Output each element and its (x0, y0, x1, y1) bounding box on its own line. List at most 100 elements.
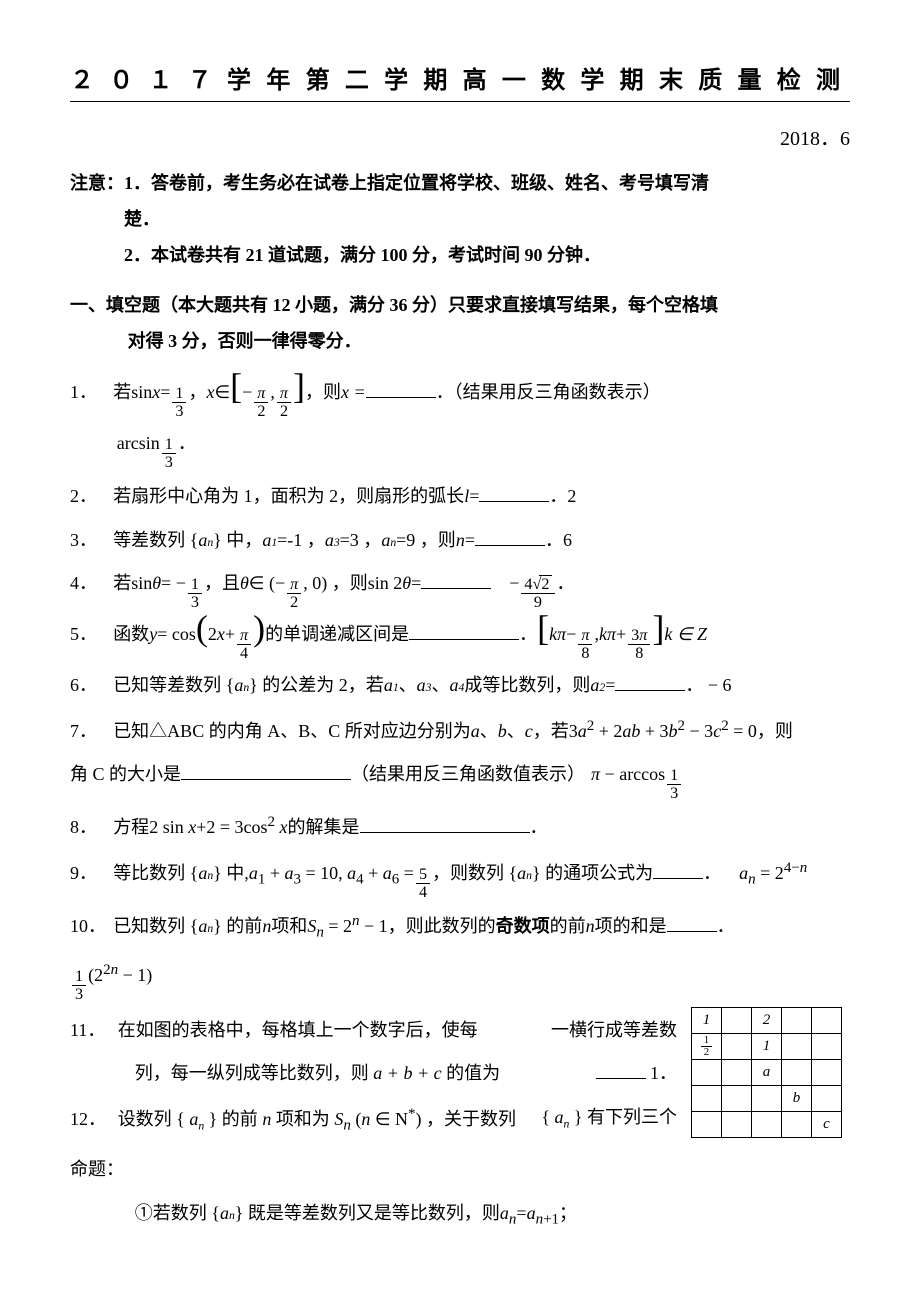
q6-num: 6． (70, 666, 113, 706)
q4-frac13: 13 (188, 576, 202, 611)
q12-right: { an } 有下列三个 (541, 1098, 677, 1138)
q3-t1: 等差数列 { (113, 521, 198, 561)
q11-t2: 列，每一纵列成等比数列，则 (135, 1063, 374, 1083)
question-12-i1: ①若数列 { an } 既是等差数列又是等比数列，则 an=an+1 ； (70, 1194, 850, 1237)
q4-dot: ． (557, 564, 575, 604)
q11-t3: 的值为 (446, 1063, 500, 1083)
q5-eq: = cos (157, 615, 196, 655)
q9-t4: } 的通项公式为 (532, 854, 653, 894)
q4-eq: = − (161, 564, 186, 604)
q9-blank (653, 861, 703, 879)
q5-k1: k (549, 615, 557, 655)
q4-in: ∈ (− (249, 564, 285, 604)
question-7: 7． 已知△ABC 的内角 A、B、C 所对应边分别为 a 、 b 、 c ，若… (70, 710, 850, 752)
q12-an: a (189, 1109, 198, 1129)
q7-c: c (525, 712, 533, 752)
q2-eq: = (469, 477, 479, 517)
q1-then: ，则 (305, 373, 341, 413)
q12-t3: 项和为 (276, 1109, 335, 1129)
q5-frac-pi4: π4 (237, 627, 251, 662)
q3-eqn: =9 ，则 (396, 521, 456, 561)
q6-an: a (234, 666, 243, 706)
q7-blank (181, 762, 351, 780)
q11-abc: a + b + c (373, 1063, 441, 1083)
q4-blank (421, 571, 491, 589)
q7-expr: 3a2 + 2ab + 3b2 − 3c2 = 0 (569, 710, 757, 752)
q3-eq1: =-1 ， (277, 521, 325, 561)
q7-d2: 、 (507, 712, 525, 752)
question-2: 2． 若扇形中心角为 1，面积为 2，则扇形的弧长 l = ．2 (70, 477, 850, 517)
q9-t1: 等比数列 { (113, 854, 198, 894)
q5-pi1: π (557, 615, 566, 655)
q10-answer: 13 (22n − 1) (70, 954, 850, 1003)
q5-y: y (149, 615, 157, 655)
q1-ans-frac: 13 (162, 436, 176, 471)
q12-t1: 设数列 { (118, 1109, 185, 1129)
q1-frac-1-3: 13 (172, 385, 186, 420)
question-8: 8． 方程 2 sin x+2 = 3cos2 x 的解集是 ． (70, 806, 850, 848)
q1-frac-pi2b: π2 (277, 385, 291, 420)
q1-answer: arcsin 13 ． (117, 424, 850, 471)
q1-x2: x (206, 373, 214, 413)
q5-frac-pi8: π8 (578, 627, 592, 662)
question-6: 6． 已知等差数列 { an } 的公差为 2，若 a1 、 a3 、 a4 成… (70, 666, 850, 706)
q5-blank (409, 622, 519, 640)
q1-comma2: , (270, 373, 275, 413)
q3-eq3: =3 ， (340, 521, 382, 561)
q10-t1: 已知数列 { (113, 907, 198, 947)
q7-b: b (498, 712, 507, 752)
q4-sin: sin (131, 564, 152, 604)
q12-i1-an: a (220, 1194, 229, 1234)
q12-t5: } 有下列三个 (574, 1107, 677, 1127)
q4-t2: ，且 (204, 564, 240, 604)
q11-t1: 在如图的表格中，每格填上一个数字后，使每 (118, 1020, 478, 1040)
q5-tail: k ∈ Z (664, 615, 707, 655)
q6-eq: = (605, 666, 615, 706)
q4-sin2: sin 2 (368, 564, 403, 604)
q10-t6: 项的和是 (595, 907, 667, 947)
q3-an2: a (381, 521, 390, 561)
notice-spacer-2 (70, 237, 124, 273)
q10-odd: 奇数项 (496, 907, 550, 947)
q10-t2: } 的前 (213, 907, 262, 947)
q5-num: 5． (70, 615, 113, 655)
notice-text-2: 2．本试卷共有 21 道试题，满分 100 分，考试时间 90 分钟． (124, 237, 850, 273)
q4-frac-pi2: π2 (287, 576, 301, 611)
q7-t4: 角 C 的大小是 (70, 755, 181, 795)
q4-eq2: = (411, 564, 421, 604)
section-1-text-b: 对得 3 分，否则一律得零分． (128, 323, 362, 359)
q5-x: x (217, 615, 225, 655)
q12-n: n (262, 1109, 271, 1129)
q6-t3: 成等比数列，则 (464, 666, 590, 706)
question-7b: 角 C 的大小是 （结果用反三角函数值表示） π − arccos 13 (70, 755, 850, 802)
q5-k2: k (599, 615, 607, 655)
question-9: 9． 等比数列 { an } 中, a1 + a3 = 10, a4 + a6 … (70, 852, 850, 901)
q12-i1d: ； (559, 1194, 577, 1234)
q1-frac-pi2a: π2 (254, 385, 268, 420)
q1-ans-dot: ． (178, 424, 196, 464)
q4-num: 4． (70, 564, 113, 604)
q1-neg: − (242, 373, 252, 413)
t-r1c1: 1 (692, 1007, 722, 1033)
notice-line-1b: 楚． (70, 201, 850, 237)
notice-label: 注意： (70, 165, 124, 201)
q6-d2: 、 (432, 666, 450, 706)
t-r1c3: 2 (752, 1007, 782, 1033)
page-title: ２０１７学年第二学期高一数学期末质量检测 (70, 60, 850, 102)
q6-a2: a (590, 666, 599, 706)
q6-d1: 、 (399, 666, 417, 706)
q2-ans: ．2 (549, 477, 576, 517)
q12-i1c: an=an+1 (500, 1194, 559, 1237)
q11-blank (596, 1061, 646, 1079)
q5-plus2: + (616, 615, 626, 655)
q3-t2: } 中， (213, 521, 262, 561)
q5-dot: ． (519, 615, 537, 655)
q5-pi2: π (607, 615, 616, 655)
q9-an2: a (517, 854, 526, 894)
question-4: 4． 若 sin θ = − 13 ，且 θ ∈ (− π2 , 0) ，则 s… (70, 564, 850, 611)
q3-blank (475, 528, 545, 546)
q6-t1: 已知等差数列 { (113, 666, 234, 706)
q7-ans: π − arccos (591, 755, 665, 795)
q4-th: θ (152, 564, 161, 604)
question-1: 1． 若 sin x = 13 ， x ∈ [ − π2 , π2 ] ，则 x… (70, 373, 850, 420)
